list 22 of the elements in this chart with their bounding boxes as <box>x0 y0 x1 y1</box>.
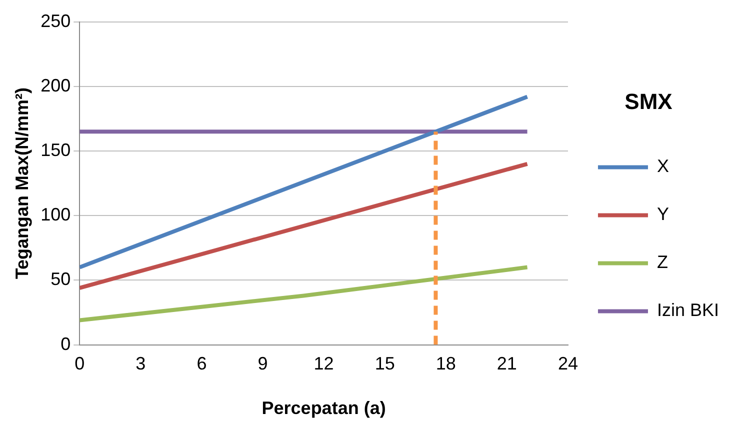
x-tick-label: 24 <box>558 354 578 374</box>
legend-label: Z <box>656 252 668 272</box>
legend-label: Y <box>656 204 669 224</box>
x-tick-label: 6 <box>196 354 207 374</box>
x-tick-label: 12 <box>314 354 334 374</box>
legend-label: X <box>656 156 669 176</box>
y-tick-label: 50 <box>50 269 71 290</box>
x-tick-label: 3 <box>136 354 146 374</box>
y-axis-title: Tegangan Max(N/mm²) <box>12 87 32 280</box>
legend-label: Izin BKI <box>656 300 720 320</box>
y-tick-label: 150 <box>40 140 71 160</box>
x-tick-label: 21 <box>496 354 517 374</box>
x-axis-title: Percepatan (a) <box>262 398 386 418</box>
x-tick-label: 18 <box>436 354 456 374</box>
y-tick-label: 250 <box>40 10 71 31</box>
legend-title: SMX <box>624 88 673 114</box>
y-tick-label: 200 <box>40 75 71 96</box>
y-tick-label: 0 <box>60 334 71 354</box>
x-tick-label: 9 <box>258 354 268 374</box>
x-tick-label: 0 <box>74 354 85 374</box>
y-tick-label: 100 <box>40 204 71 225</box>
x-tick-label: 15 <box>374 354 395 374</box>
